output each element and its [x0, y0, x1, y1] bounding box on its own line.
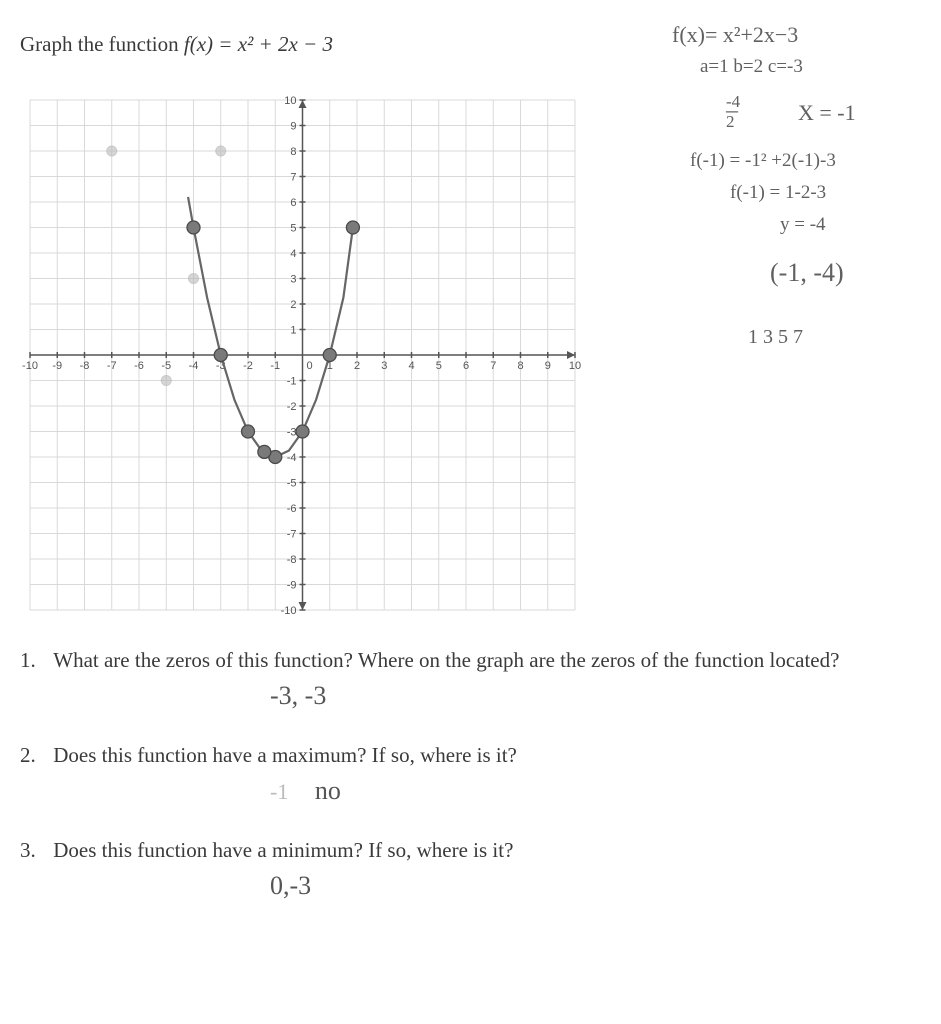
svg-text:3: 3: [290, 274, 296, 286]
question-3-answer: 0,-3: [270, 871, 880, 901]
prompt-function: f(x) = x² + 2x − 3: [184, 32, 333, 56]
questions-block: 1. What are the zeros of this function? …: [20, 648, 880, 933]
handwritten-line: y = -4: [780, 214, 826, 236]
question-1-answer: -3, -3: [270, 681, 880, 711]
svg-text:10: 10: [569, 360, 581, 372]
prompt-text: Graph the function: [20, 32, 184, 56]
svg-text:-1: -1: [287, 376, 297, 388]
coordinate-grid: -10-9-8-7-6-5-4-3-2-10123456789101098765…: [10, 80, 595, 630]
handwritten-line: f(x)= x²+2x−3: [672, 22, 798, 48]
svg-text:1: 1: [290, 325, 296, 337]
svg-text:0: 0: [307, 360, 313, 372]
question-text: What are the zeros of this function? Whe…: [53, 648, 863, 673]
svg-text:-1: -1: [270, 360, 280, 372]
svg-text:5: 5: [290, 223, 296, 235]
svg-text:-7: -7: [107, 360, 117, 372]
svg-text:-5: -5: [287, 478, 297, 490]
svg-text:-5: -5: [161, 360, 171, 372]
answer-text: no: [315, 776, 341, 805]
svg-text:-9: -9: [52, 360, 62, 372]
struck-answer: -1: [270, 779, 288, 804]
question-1: 1. What are the zeros of this function? …: [20, 648, 880, 711]
handwritten-line: 1 3 5 7: [748, 326, 803, 349]
question-text: Does this function have a maximum? If so…: [53, 743, 863, 768]
handwritten-line: X = -1: [798, 100, 856, 126]
svg-text:8: 8: [290, 146, 296, 158]
svg-text:-2: -2: [287, 401, 297, 413]
svg-text:9: 9: [545, 360, 551, 372]
svg-text:10: 10: [284, 95, 296, 107]
svg-text:-4: -4: [287, 452, 297, 464]
handwritten-line: (-1, -4): [770, 258, 844, 288]
svg-text:6: 6: [463, 360, 469, 372]
question-3: 3. Does this function have a minimum? If…: [20, 838, 880, 901]
svg-text:-9: -9: [287, 580, 297, 592]
question-num: 3.: [20, 838, 48, 863]
grid-svg: -10-9-8-7-6-5-4-3-2-10123456789101098765…: [10, 80, 595, 630]
handwritten-line: 2: [726, 112, 735, 132]
question-2: 2. Does this function have a maximum? If…: [20, 743, 880, 806]
svg-text:-4: -4: [189, 360, 199, 372]
svg-text:2: 2: [290, 299, 296, 311]
svg-text:-10: -10: [281, 605, 297, 617]
svg-text:5: 5: [436, 360, 442, 372]
question-2-answer: -1 no: [270, 776, 880, 806]
question-num: 1.: [20, 648, 48, 673]
svg-text:7: 7: [490, 360, 496, 372]
svg-text:3: 3: [381, 360, 387, 372]
svg-text:-8: -8: [80, 360, 90, 372]
svg-text:-2: -2: [243, 360, 253, 372]
svg-text:-6: -6: [287, 503, 297, 515]
svg-text:9: 9: [290, 121, 296, 133]
handwritten-line: f(-1) = 1-2-3: [730, 182, 826, 204]
svg-text:-3: -3: [287, 427, 297, 439]
question-text: Does this function have a minimum? If so…: [53, 838, 863, 863]
handwritten-line: a=1 b=2 c=-3: [700, 56, 803, 78]
svg-text:7: 7: [290, 172, 296, 184]
svg-text:4: 4: [408, 360, 414, 372]
prompt: Graph the function f(x) = x² + 2x − 3: [20, 32, 333, 57]
svg-text:-6: -6: [134, 360, 144, 372]
worksheet-page: Graph the function f(x) = x² + 2x − 3 -1…: [0, 0, 941, 1024]
svg-text:-10: -10: [22, 360, 38, 372]
handwritten-line: f(-1) = -1² +2(-1)-3: [690, 150, 836, 172]
question-num: 2.: [20, 743, 48, 768]
svg-text:4: 4: [290, 248, 296, 260]
svg-text:2: 2: [354, 360, 360, 372]
svg-text:-8: -8: [287, 554, 297, 566]
svg-text:-7: -7: [287, 529, 297, 541]
svg-text:8: 8: [517, 360, 523, 372]
svg-text:6: 6: [290, 197, 296, 209]
